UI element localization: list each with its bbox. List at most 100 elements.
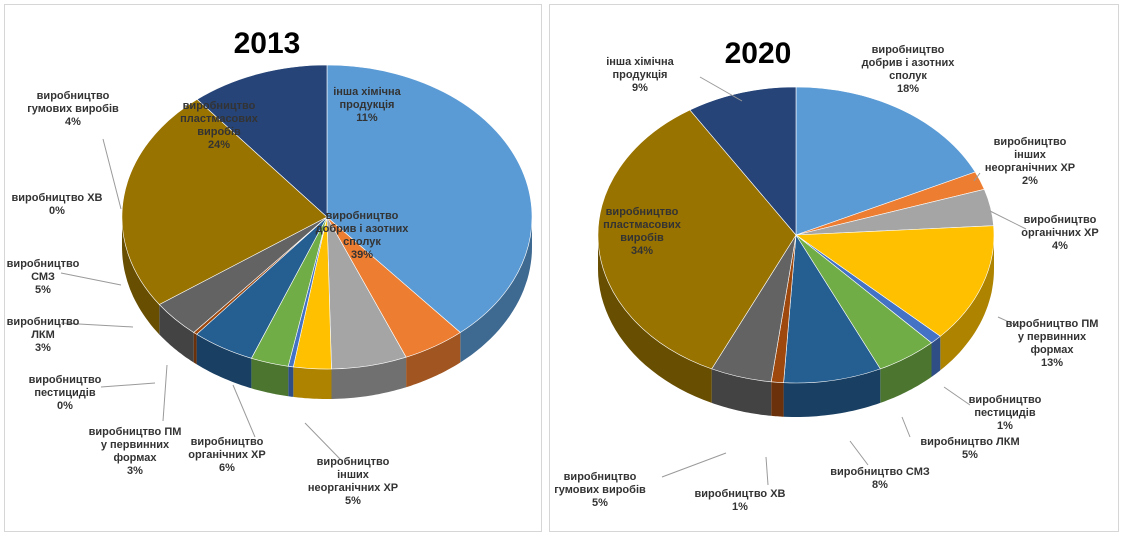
pie-top: [597, 86, 995, 384]
slice-label: виробництво пластмасових виробів 24%: [180, 100, 259, 151]
slice-label-line: продукція: [340, 99, 395, 111]
slice-label: інша хімічна продукція 11%: [333, 86, 401, 124]
slice-label-line: інша хімічна: [333, 86, 401, 98]
pie-side-wall: [122, 217, 532, 399]
slice-percentage: 1%: [732, 501, 748, 513]
slice-percentage: 3%: [127, 465, 143, 477]
pie-slice-side: [460, 217, 532, 363]
slice-label-line: інших: [337, 469, 370, 481]
slice-percentage: 1%: [997, 420, 1013, 432]
pie-slice-side: [406, 332, 461, 388]
pie-slice: [689, 86, 797, 236]
pie-slice-side: [880, 342, 932, 403]
slice-label-line: гумових виробів: [554, 484, 646, 496]
slice-label-line: виробництво ХВ: [12, 192, 103, 204]
leader-line: [162, 364, 168, 422]
slice-label-line: у первинних: [1018, 331, 1087, 343]
slice-label-line: виробництво: [29, 374, 102, 386]
slice-label-line: пестицидів: [974, 407, 1035, 419]
pie-slice: [783, 234, 881, 384]
slice-label: виробництво пестицидів 0%: [29, 374, 102, 412]
leader-line: [304, 422, 342, 461]
slice-percentage: 18%: [897, 83, 919, 95]
pie-slice-side: [159, 304, 194, 363]
pie-slice: [597, 109, 797, 370]
slice-label-line: ЛКМ: [31, 329, 55, 341]
slice-label-line: у первинних: [101, 439, 170, 451]
slice-percentage: 4%: [1052, 240, 1068, 252]
slice-percentage: 5%: [345, 495, 361, 507]
chart-title: 2013: [234, 27, 301, 60]
slice-label-line: виробництво: [191, 436, 264, 448]
slice-percentage: 39%: [351, 249, 373, 261]
slice-percentage: 2%: [1022, 175, 1038, 187]
slice-label: виробництво гумових виробів 5%: [554, 471, 646, 509]
pie-labels: виробництво добрив і азотних сполук 39%виро…: [7, 86, 410, 507]
pie-slice-side: [251, 358, 289, 397]
slice-label-line: добрив і азотних: [862, 57, 956, 69]
slice-label: інша хімічна продукція 9%: [606, 56, 674, 94]
slice-label: виробництво ХВ 1%: [695, 488, 786, 513]
chart-panel-2013: 2013 виробництво добрив і азотних сполук 39…: [4, 4, 542, 532]
leader-line: [989, 210, 1027, 230]
pie-side-wall: [598, 235, 994, 417]
slice-label-line: добрив і азотних: [316, 223, 410, 235]
slice-label-line: сполук: [343, 236, 381, 248]
slice-label-line: виробництво ПМ: [1006, 318, 1099, 330]
slice-label: виробництво інших неорганічних ХР 2%: [985, 136, 1075, 187]
slice-percentage: 9%: [632, 82, 648, 94]
pie-slice: [795, 86, 976, 236]
slice-label-line: виробництво: [1024, 214, 1097, 226]
slice-label-line: виробництво СМЗ: [830, 466, 930, 478]
pie-slice-side: [122, 217, 160, 335]
slice-label-line: виробництво ХВ: [695, 488, 786, 500]
slice-percentage: 3%: [35, 342, 51, 354]
slice-label-line: виробництво: [7, 316, 80, 328]
slice-label-line: виробництво: [606, 206, 679, 218]
slice-label: виробництво ЛКМ 5%: [920, 436, 1019, 461]
slice-label: виробництво ЛКМ 3%: [7, 316, 80, 354]
slice-label-line: виробів: [620, 232, 664, 244]
slice-label-line: виробництво: [37, 90, 110, 102]
leader-line: [102, 138, 122, 210]
leader-line: [60, 322, 134, 328]
slice-label-line: виробництво ПМ: [89, 426, 182, 438]
slice-label-line: органічних ХР: [188, 449, 265, 461]
slice-label-line: формах: [113, 452, 157, 464]
pie-slice-side: [331, 357, 407, 399]
leader-line: [849, 440, 869, 466]
pie-slice-side: [940, 235, 994, 371]
slice-percentage: 8%: [872, 479, 888, 491]
slice-percentage: 34%: [631, 245, 653, 257]
slice-label-line: інших: [1014, 149, 1047, 161]
slice-label: виробництво пестицидів 1%: [969, 394, 1042, 432]
pie-slice-side: [783, 368, 881, 417]
chart-panel-2020: 2020 виробництво добрив і азотних сполук 18…: [549, 4, 1119, 532]
slice-percentage: 0%: [57, 400, 73, 412]
pie-slice: [196, 64, 328, 218]
slice-label: виробництво СМЗ 8%: [830, 466, 930, 491]
slice-label-line: виробництво: [969, 394, 1042, 406]
pie-chart-2013: 2013 виробництво добрив і азотних сполук 39…: [7, 27, 533, 507]
leader-line: [973, 172, 981, 182]
slice-label-line: виробництво: [7, 258, 80, 270]
slice-label-line: виробництво: [564, 471, 637, 483]
slice-label: виробництво ПМ у первинних формах 13%: [1006, 318, 1099, 369]
pie-slice-side: [771, 381, 784, 417]
pie-slice: [121, 99, 328, 305]
pie-slice-side: [711, 368, 772, 416]
pie-slice-side: [288, 366, 294, 397]
pie-slice-side: [598, 235, 712, 403]
slice-label: виробництво інших неорганічних ХР 5%: [308, 456, 398, 507]
pie-top: [121, 64, 533, 370]
slice-label-line: неорганічних ХР: [308, 482, 398, 494]
leader-line: [661, 452, 727, 478]
leader-line: [901, 416, 911, 438]
slice-label-line: продукція: [613, 69, 668, 81]
slice-percentage: 11%: [356, 112, 378, 124]
slice-label-line: виробництво: [872, 44, 945, 56]
slice-percentage: 0%: [49, 205, 65, 217]
slice-label: виробництво добрив і азотних сполук 39%: [316, 210, 410, 261]
pie-chart-2020: 2020 виробництво добрив і азотних сполук 18…: [554, 37, 1099, 513]
pie-slice-side: [196, 334, 252, 389]
